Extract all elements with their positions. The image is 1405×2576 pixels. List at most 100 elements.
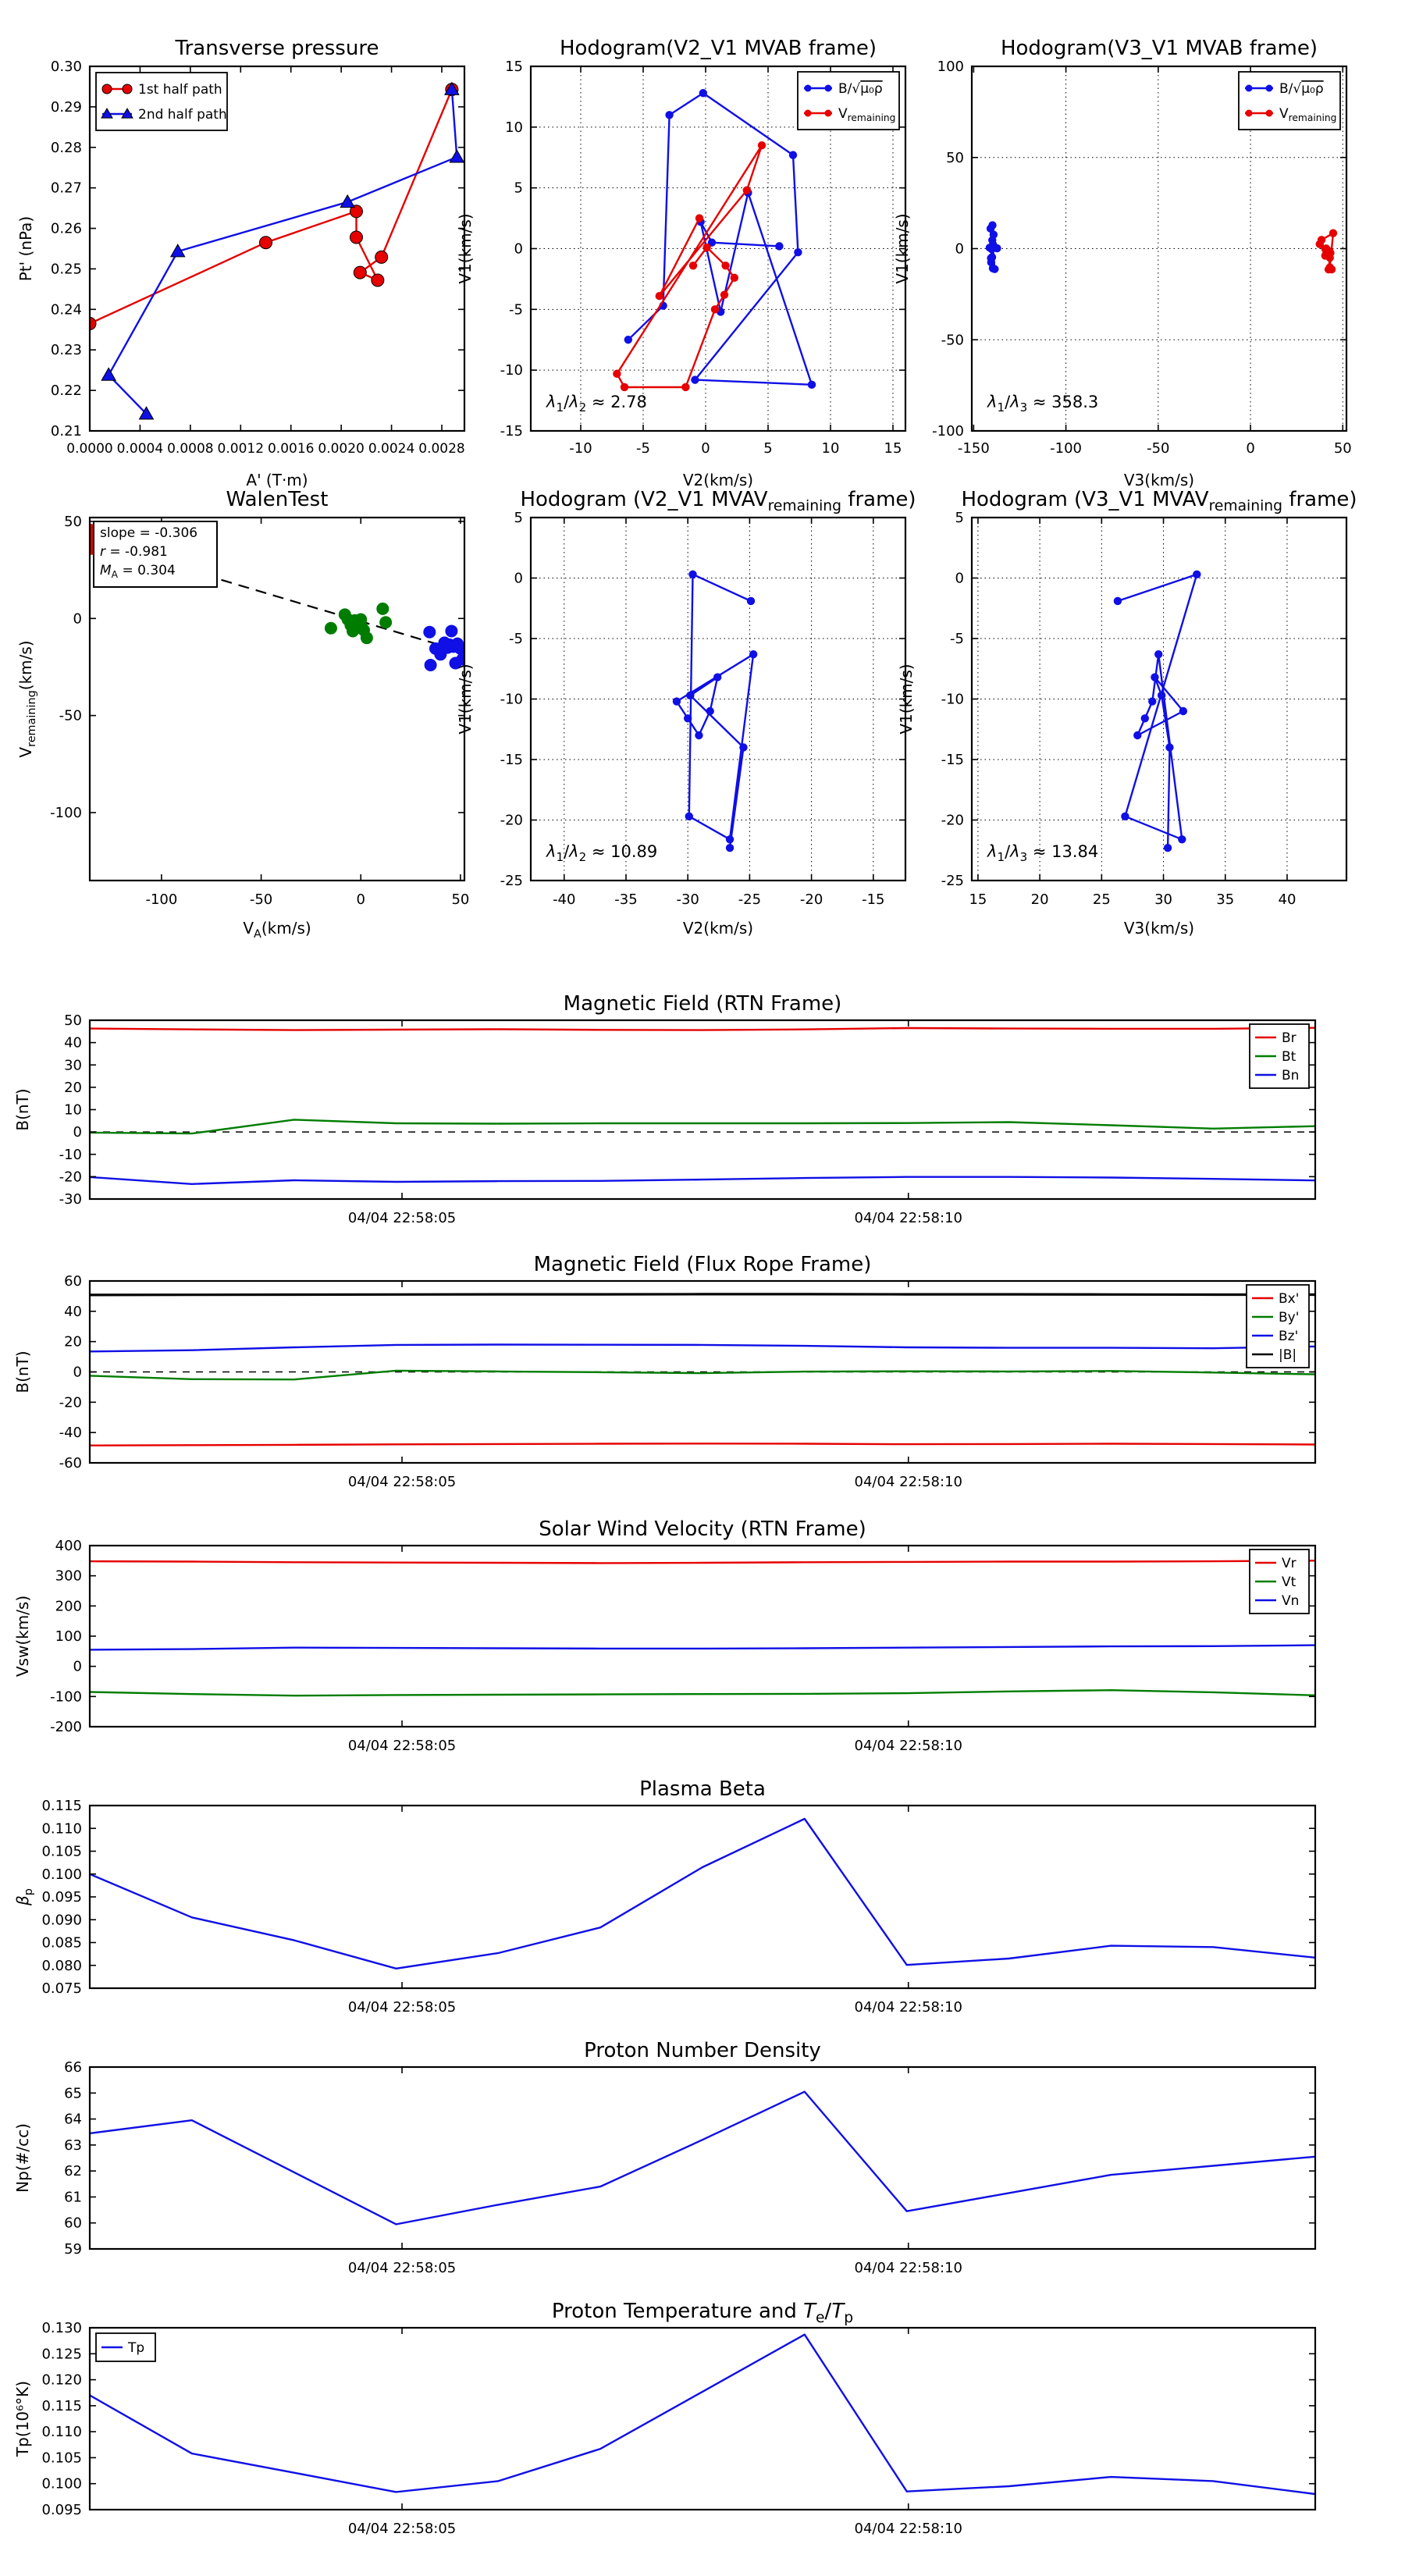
y-tick-label: 0.25 [51, 261, 82, 277]
y-tick-label: 0.085 [41, 1935, 82, 1952]
x-tick-label: 04/04 22:58:10 [855, 1999, 962, 2016]
transverse-pressure-xlabel: A' (T·m) [246, 471, 308, 489]
x-tick-label: 30 [1154, 891, 1172, 908]
y-tick-label: -15 [500, 752, 523, 768]
legend-label: Vr [1282, 1556, 1297, 1571]
circle-marker [445, 624, 458, 638]
circle-marker [259, 236, 273, 250]
circle-marker [775, 242, 784, 251]
y-tick-label: 0.30 [51, 59, 82, 75]
y-tick-label: 200 [55, 1598, 82, 1614]
y-tick-label: 0 [73, 1659, 82, 1675]
legend-label: Bx' [1279, 1291, 1299, 1307]
y-tick-label: 40 [64, 1304, 82, 1320]
y-tick-label: 0.100 [41, 2476, 82, 2492]
solar-wind-velocity-rtn-ylabel: Vsw(km/s) [13, 1596, 32, 1677]
legend-label: 1st half path [138, 82, 222, 98]
solar-wind-velocity-rtn-series-Vr [90, 1560, 1315, 1564]
y-tick-label: 10 [505, 119, 523, 136]
walen-stats-box [93, 521, 218, 588]
x-tick-label: 0 [357, 891, 365, 908]
circle-marker [655, 292, 663, 301]
circle-marker [1148, 697, 1157, 706]
circle-marker [987, 254, 995, 262]
y-tick-label: 0 [73, 610, 82, 627]
magnetic-field-rtn-series-Bn [90, 1176, 1315, 1185]
circle-marker [672, 697, 681, 706]
circle-marker [988, 221, 997, 229]
circle-marker [349, 230, 363, 244]
y-tick-label: -15 [500, 423, 523, 439]
circle-marker [375, 250, 389, 264]
proton-temperature-title: Proton Temperature and Te/Tp [552, 2300, 853, 2326]
y-tick-label: -15 [941, 752, 964, 768]
y-tick-label: 0.130 [41, 2320, 82, 2336]
lambda-ratio-annotation: λ1/λ2 ≈ 2.78 [546, 393, 647, 415]
y-tick-label: 0.105 [41, 1844, 82, 1860]
circle-marker [1245, 109, 1253, 117]
plasma-beta-title: Plasma Beta [639, 1777, 766, 1801]
y-tick-label: 0 [73, 1124, 82, 1140]
circle-marker [699, 89, 707, 98]
walen-test-axes-frame [88, 516, 466, 882]
y-tick-label: 10 [64, 1102, 82, 1119]
hodogram-v2v1-mvab-chart: -10 -5 0 5 10 15 -15 -10 -5 0 5 10 15 Hodogram(V2_V1 … [456, 37, 907, 489]
legend-label: Vremaining [1279, 106, 1336, 123]
proton-number-density-chart: 04/04 22:58:05 04/04 22:58:10 59 60 61 62 63 64… [13, 2039, 1317, 2276]
y-tick-label: -100 [932, 423, 964, 439]
x-tick-label: -100 [145, 891, 177, 908]
legend-label: 2nd half path [138, 107, 227, 123]
x-tick-label: 04/04 22:58:10 [855, 1474, 962, 1490]
y-tick-label: 20 [64, 1080, 82, 1096]
circle-marker [710, 305, 720, 314]
magnetic-field-flux-rope-ylabel: B(nT) [13, 1350, 32, 1393]
transverse-pressure-title: Transverse pressure [175, 37, 379, 60]
triangle-marker [444, 81, 460, 95]
x-tick-label: -35 [614, 891, 637, 908]
circle-marker [101, 84, 112, 94]
y-tick-label: 64 [64, 2112, 82, 2128]
x-tick-label: -15 [862, 891, 884, 908]
y-tick-label: -60 [59, 1455, 82, 1471]
proton-number-density-axes-frame [88, 2065, 1317, 2250]
y-tick-label: -100 [50, 1688, 82, 1705]
circle-marker [1178, 835, 1186, 844]
y-tick-label: -100 [50, 805, 82, 821]
plasma-beta-axes-frame [88, 1804, 1317, 1990]
x-tick-label: -50 [1147, 440, 1169, 457]
solar-wind-velocity-rtn-title: Solar Wind Velocity (RTN Frame) [539, 1517, 866, 1541]
y-tick-label: -50 [941, 332, 964, 348]
circle-marker [620, 382, 629, 392]
x-tick-label: 10 [822, 440, 840, 457]
circle-marker [681, 382, 690, 392]
y-tick-label: 0.28 [51, 140, 82, 156]
circle-marker [746, 596, 756, 606]
x-tick-label: 04/04 22:58:05 [348, 2521, 456, 2537]
x-tick-label: -20 [800, 891, 823, 908]
y-tick-label: -40 [59, 1425, 82, 1441]
x-tick-label: 04/04 22:58:05 [348, 1738, 456, 1754]
hodogram-v2v1-mvab-xlabel: V2(km/s) [683, 471, 753, 489]
plasma-beta-ylabel: βp [13, 1888, 35, 1906]
circle-marker [993, 244, 1001, 253]
x-tick-label: 0.0004 [117, 441, 163, 457]
circle-marker [1140, 714, 1149, 723]
hodogram-v3v1-mvav-title: Hodogram (V3_V1 MVAVremaining frame) [961, 488, 1357, 514]
legend-label: Bz' [1279, 1329, 1298, 1344]
triangle-marker [449, 149, 464, 163]
y-tick-label: 0.100 [41, 1866, 82, 1883]
y-tick-label: 100 [55, 1628, 82, 1645]
x-tick-label: 50 [1334, 440, 1352, 457]
circle-marker [804, 84, 812, 92]
circle-marker [1265, 109, 1273, 117]
transverse-pressure-series-2nd half path [108, 89, 458, 415]
circle-marker [456, 653, 464, 666]
magnetic-field-flux-rope-title: Magnetic Field (Flux Rope Frame) [534, 1253, 872, 1276]
y-tick-label: 0.27 [51, 180, 82, 197]
circle-marker [1329, 229, 1338, 237]
lambda-ratio-annotation: λ1/λ3 ≈ 13.84 [987, 842, 1098, 864]
y-tick-label: 0.095 [41, 2502, 82, 2518]
circle-marker [706, 706, 714, 716]
hodogram-v2v1-mvav-ylabel: V1(km/s) [456, 664, 475, 734]
